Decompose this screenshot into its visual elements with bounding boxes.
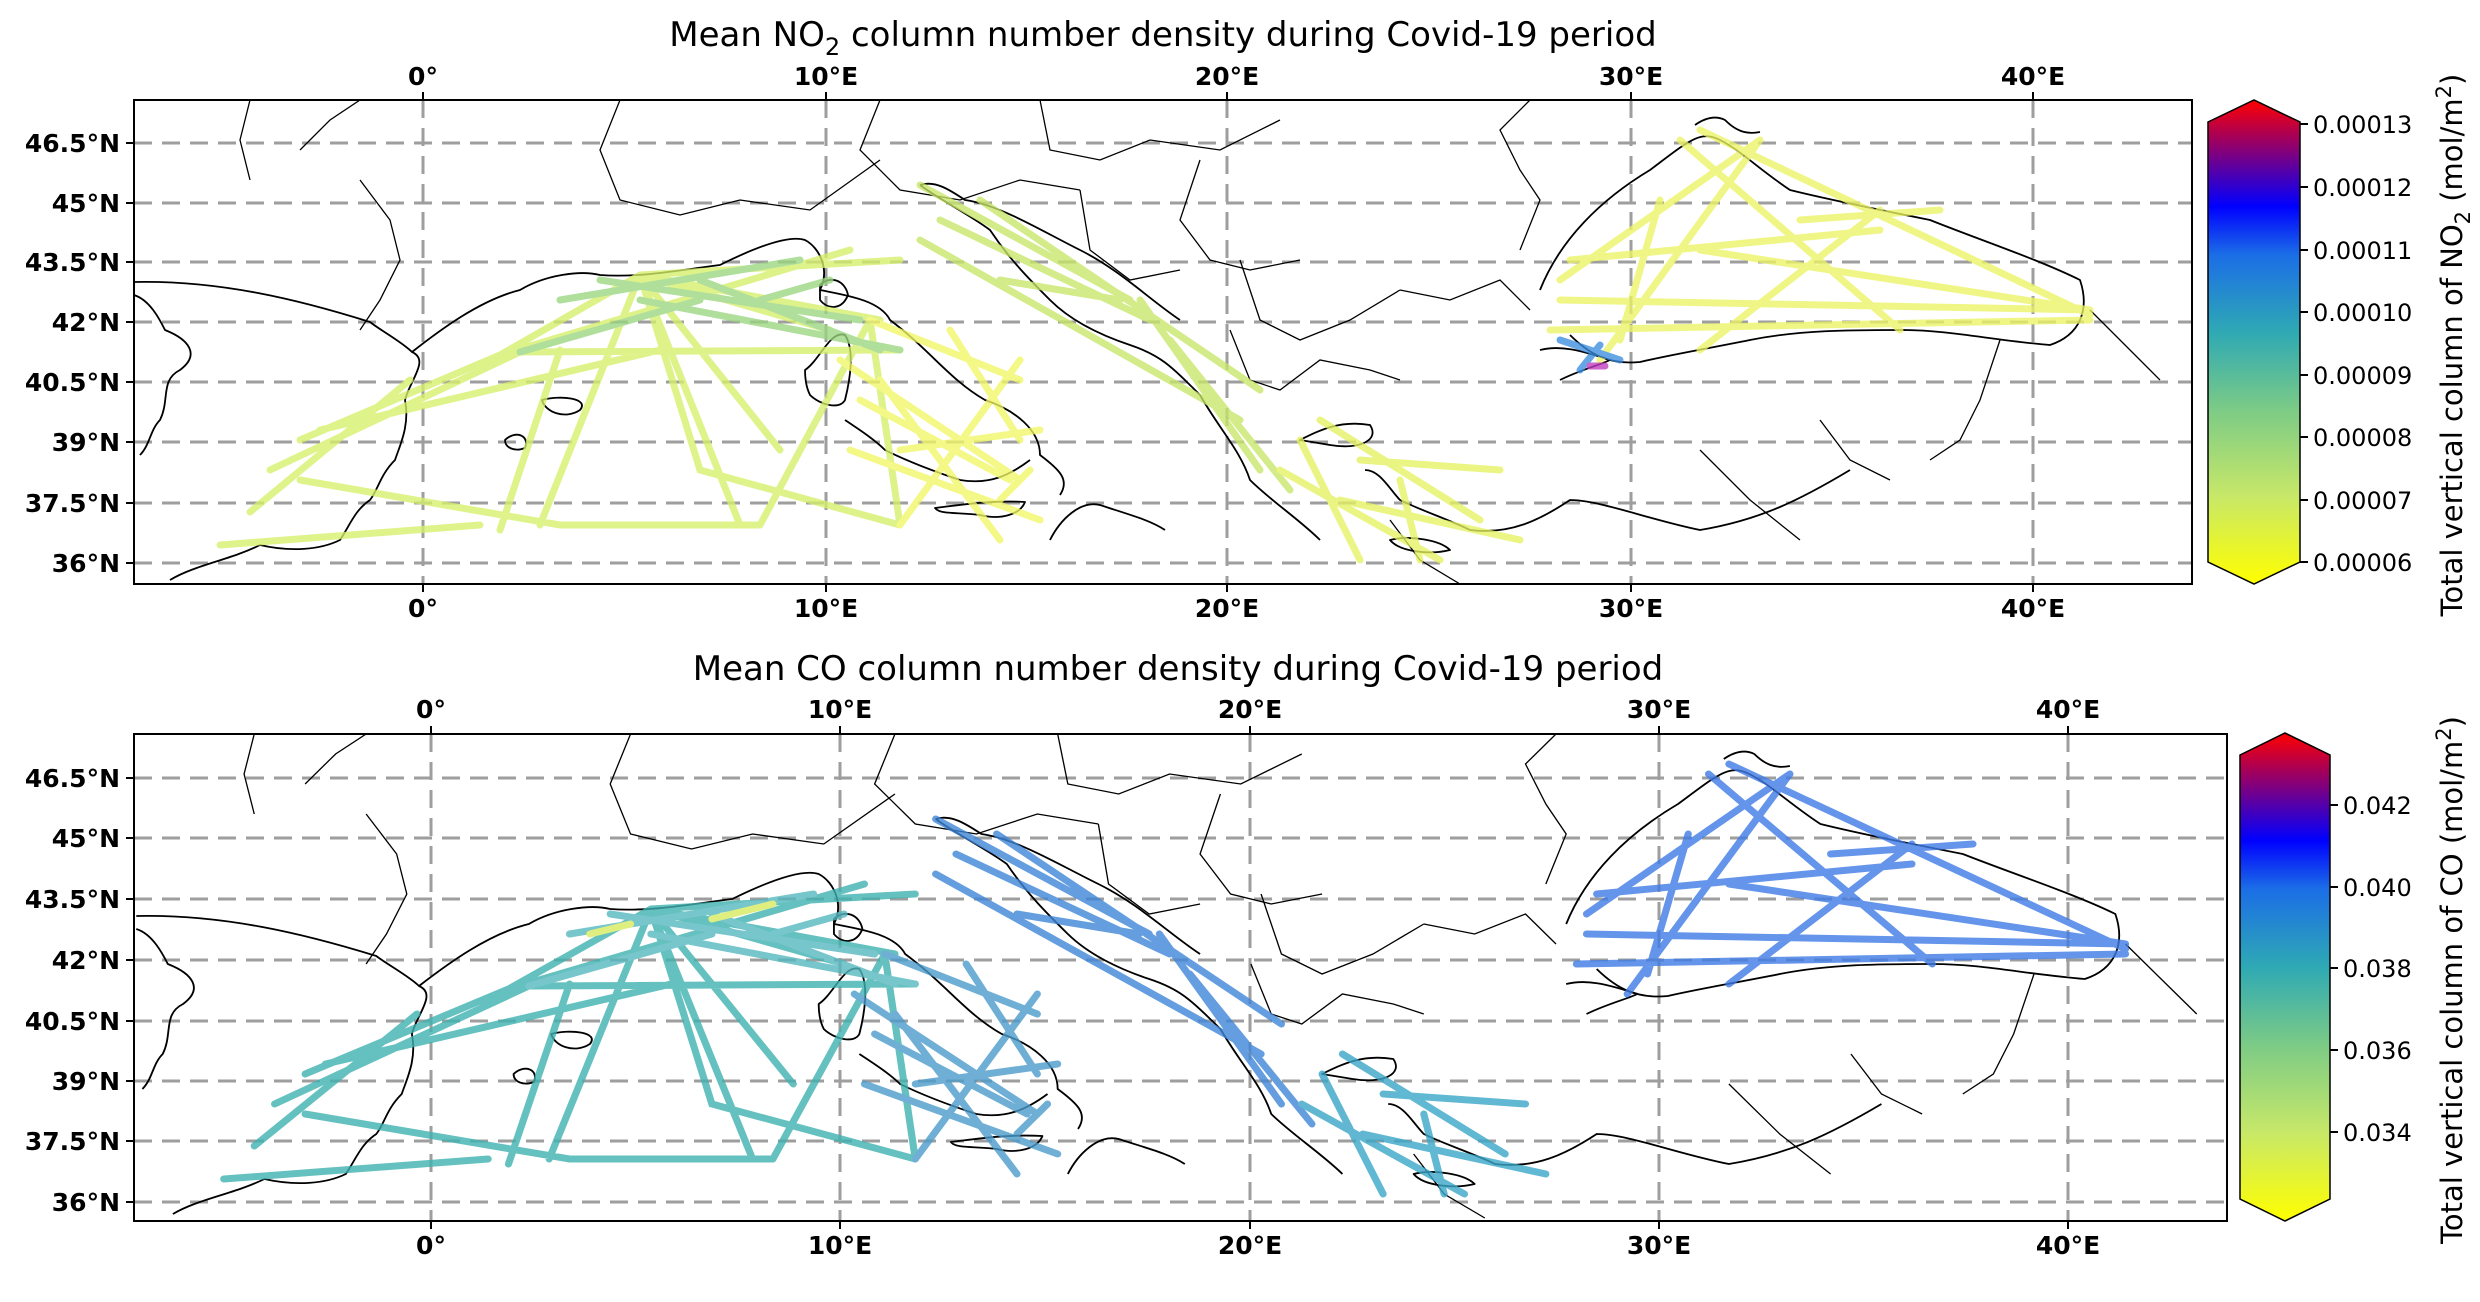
lat-tick-label: 36°N	[52, 549, 120, 578]
lon-tick-label: 10°E	[794, 594, 858, 623]
lon-tick-label: 10°E	[794, 62, 858, 91]
colorbar-tick: 0.00007	[2313, 487, 2412, 515]
lon-tick-label: 20°E	[1218, 1231, 1282, 1260]
lon-tick-label: 20°E	[1195, 62, 1259, 91]
lat-tick-label: 37.5°N	[25, 489, 120, 518]
lat-tick-label: 36°N	[52, 1188, 120, 1217]
map-title: Mean CO column number density during Cov…	[693, 649, 1664, 689]
lat-tick-label: 43.5°N	[25, 248, 120, 277]
colorbar-tick: 0.00011	[2313, 237, 2412, 265]
lat-tick-label: 42°N	[52, 308, 120, 337]
lon-tick-label: 40°E	[2036, 1231, 2100, 1260]
colorbar-no2: 0.00006 0.00007 0.00008 0.00009 0.00010 …	[2207, 74, 2475, 618]
lat-tick-label: 46.5°N	[25, 764, 120, 793]
colorbar-tick: 0.042	[2343, 792, 2412, 820]
lat-tick-label: 40.5°N	[25, 1007, 120, 1036]
lon-ticks-bottom: 0° 10°E 20°E 30°E 40°E	[408, 584, 2065, 623]
map-title: Mean NO2 column number density during Co…	[669, 15, 1657, 61]
map-background	[134, 100, 2192, 584]
lat-ticks: 36°N 37.5°N 39°N 40.5°N 42°N 43.5°N 45°N…	[25, 129, 134, 578]
lat-tick-label: 43.5°N	[25, 885, 120, 914]
lon-tick-label: 30°E	[1627, 695, 1691, 724]
lat-tick-label: 39°N	[52, 428, 120, 457]
lat-tick-label: 42°N	[52, 946, 120, 975]
colorbar-tick: 0.040	[2343, 874, 2412, 902]
colorbar-co: 0.034 0.036 0.038 0.040 0.042 Total vert…	[2239, 716, 2469, 1245]
colorbar-label: Total vertical column of CO (mol/m2)	[2432, 716, 2469, 1245]
lat-tick-label: 45°N	[52, 189, 120, 218]
map-background	[134, 734, 2227, 1221]
lon-tick-label: 40°E	[2001, 62, 2065, 91]
lon-tick-label: 10°E	[808, 1231, 872, 1260]
lat-ticks: 36°N 37.5°N 39°N 40.5°N 42°N 43.5°N 45°N…	[25, 764, 134, 1217]
colorbar-tick: 0.00010	[2313, 299, 2412, 327]
colorbar-tick: 0.034	[2343, 1119, 2412, 1147]
colorbar-gradient	[2207, 99, 2301, 585]
lon-tick-label: 0°	[416, 695, 446, 724]
colorbar-tick: 0.00009	[2313, 362, 2412, 390]
lat-tick-label: 46.5°N	[25, 129, 120, 158]
map-no2: Mean NO2 column number density during Co…	[25, 15, 2475, 623]
lon-tick-label: 40°E	[2036, 695, 2100, 724]
map-frame	[133, 733, 2228, 1222]
lon-tick-label: 30°E	[1599, 594, 1663, 623]
colorbar-label: Total vertical column of NO2 (mol/m2)	[2432, 74, 2475, 618]
tracks	[220, 760, 2130, 1198]
colorbar-gradient	[2239, 732, 2331, 1222]
lat-tick-label: 39°N	[52, 1067, 120, 1096]
lon-tick-label: 30°E	[1599, 62, 1663, 91]
colorbar-tick: 0.00008	[2313, 424, 2412, 452]
lon-ticks-top: 0° 10°E 20°E 30°E 40°E	[416, 695, 2100, 734]
lon-tick-label: 20°E	[1195, 594, 1259, 623]
lat-tick-label: 37.5°N	[25, 1127, 120, 1156]
lon-tick-label: 0°	[416, 1231, 446, 1260]
borders	[243, 734, 2198, 1219]
lon-tick-label: 40°E	[2001, 594, 2065, 623]
map-frame	[133, 99, 2193, 585]
colorbar-tick: 0.038	[2343, 955, 2412, 983]
lon-tick-label: 30°E	[1627, 1231, 1691, 1260]
graticule	[134, 100, 2192, 584]
lon-tick-label: 20°E	[1218, 695, 1282, 724]
lon-tick-label: 10°E	[808, 695, 872, 724]
map-co: Mean CO column number density during Cov…	[25, 649, 2469, 1260]
lon-tick-label: 0°	[408, 594, 438, 623]
lon-tick-label: 0°	[408, 62, 438, 91]
colorbar-tick: 0.00006	[2313, 549, 2412, 577]
colorbar-tick: 0.00013	[2313, 111, 2412, 139]
lat-tick-label: 45°N	[52, 824, 120, 853]
colorbar-tick: 0.00012	[2313, 174, 2412, 202]
lon-ticks-bottom: 0° 10°E 20°E 30°E 40°E	[416, 1221, 2100, 1260]
tracks	[216, 126, 2094, 564]
colorbar-tick: 0.036	[2343, 1037, 2412, 1065]
borders	[239, 100, 2161, 584]
lat-tick-label: 40.5°N	[25, 368, 120, 397]
lon-ticks-top: 0° 10°E 20°E 30°E 40°E	[408, 62, 2065, 100]
